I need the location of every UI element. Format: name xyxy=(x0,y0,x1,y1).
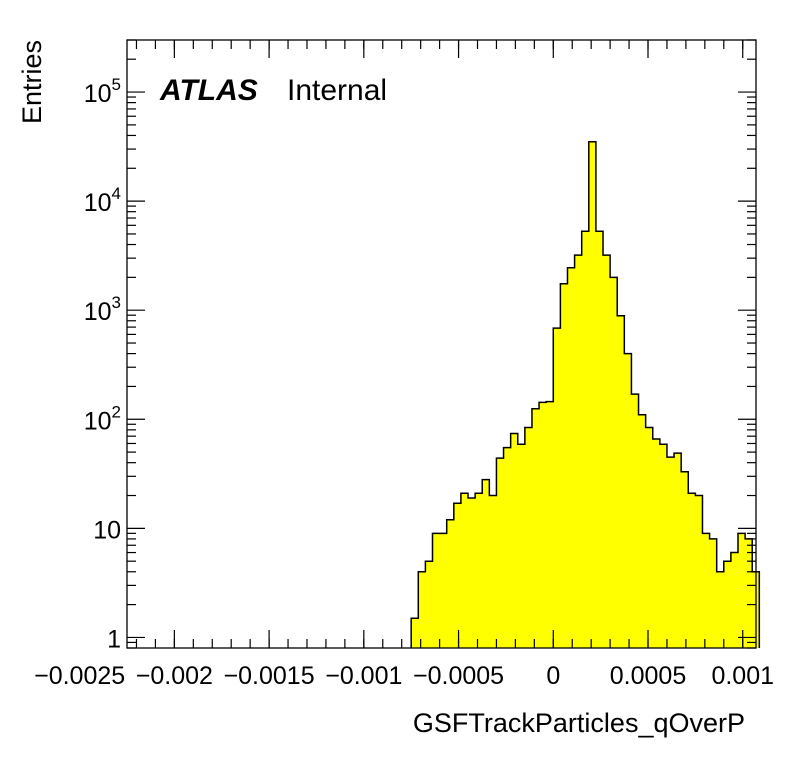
histogram-bar xyxy=(460,493,469,648)
y-tick-label: 104 xyxy=(84,184,121,217)
y-tick-label: 103 xyxy=(84,293,121,326)
histogram-bar xyxy=(560,283,568,648)
histogram-bar xyxy=(517,444,526,648)
histogram-bar xyxy=(645,427,654,648)
y-tick-label: 1 xyxy=(107,625,121,653)
histogram-bar xyxy=(453,503,462,648)
y-tick-labels: 1 10 102 103 104 105 xyxy=(84,75,121,653)
histogram-bar xyxy=(624,353,632,648)
histogram-bar xyxy=(723,561,732,648)
histogram-bar xyxy=(432,533,441,648)
histogram-bar xyxy=(503,447,512,648)
histogram-bar xyxy=(418,571,426,648)
x-tick-label: 0 xyxy=(546,662,560,690)
x-tick-label: −0.0025 xyxy=(34,662,125,690)
histogram-bar xyxy=(666,457,675,648)
histogram-outline xyxy=(410,141,761,648)
x-tick-labels: −0.0025 −0.002 −0.0015 −0.001 −0.0005 0 0.0005… xyxy=(34,662,774,690)
histogram-bar xyxy=(716,571,725,648)
x-tick-label: 0.0005 xyxy=(610,662,686,690)
histogram-bars xyxy=(411,141,760,648)
histogram-bar xyxy=(475,493,483,648)
histogram-bar xyxy=(468,497,476,648)
histogram-bar xyxy=(709,538,718,648)
histogram-bar xyxy=(524,427,533,648)
histogram-bar xyxy=(411,618,419,648)
internal-label: Internal xyxy=(287,74,387,107)
plot-frame xyxy=(126,39,757,649)
histogram-bar xyxy=(730,552,739,648)
axis-ticks xyxy=(127,39,756,649)
histogram-bar xyxy=(603,255,611,648)
histogram-bar xyxy=(581,231,590,648)
histogram-bar xyxy=(617,315,625,648)
histogram-bar xyxy=(482,479,490,648)
histogram-bar xyxy=(496,458,504,648)
y-tick-label: 102 xyxy=(84,402,121,435)
x-tick-label: −0.001 xyxy=(325,662,402,690)
histogram-bar xyxy=(638,414,647,648)
histogram-bar xyxy=(446,519,455,648)
histogram-bar xyxy=(539,402,547,648)
x-tick-label: −0.0015 xyxy=(224,662,315,690)
histogram-bar xyxy=(702,533,710,648)
histogram-bar xyxy=(738,533,746,648)
histogram-bar xyxy=(553,328,561,648)
histogram-bar xyxy=(531,408,540,648)
histogram-bar xyxy=(510,433,519,648)
histogram-bar xyxy=(574,255,583,648)
y-tick-label: 10 xyxy=(93,516,121,544)
histogram-bar xyxy=(588,141,597,648)
x-tick-label: −0.002 xyxy=(136,662,213,690)
histogram-bar xyxy=(674,453,682,648)
histogram-bar xyxy=(652,438,661,648)
histogram-bar xyxy=(595,231,604,648)
histogram-bar xyxy=(688,493,696,648)
histogram-bar xyxy=(439,533,448,648)
x-axis-title: GSFTrackParticles_qOverP xyxy=(413,708,745,738)
histogram-bar xyxy=(489,495,497,648)
histogram-bar xyxy=(659,444,668,648)
atlas-label: ATLAS xyxy=(159,74,258,107)
y-axis-title: Entries xyxy=(17,40,47,124)
histogram-bar xyxy=(567,267,575,648)
histogram-bar xyxy=(745,538,753,648)
histogram-bar xyxy=(610,277,618,648)
histogram-bar xyxy=(546,401,554,648)
histogram-bar xyxy=(425,561,433,648)
histogram-bar xyxy=(695,495,703,648)
x-tick-label: 0.001 xyxy=(711,662,774,690)
histogram-bar xyxy=(681,471,689,648)
y-tick-label: 105 xyxy=(84,75,121,108)
histogram-bar xyxy=(631,394,639,648)
x-tick-label: −0.0005 xyxy=(413,662,504,690)
